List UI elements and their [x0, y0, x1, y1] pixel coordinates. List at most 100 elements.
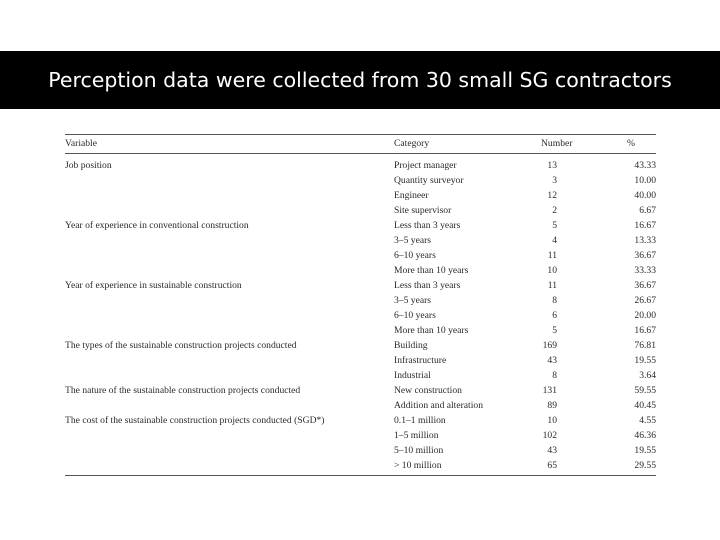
percent-cell: 20.00 [634, 310, 656, 321]
header-percent: % [627, 138, 635, 149]
percent-cell: 16.67 [634, 220, 656, 231]
number-cell: 6 [552, 310, 557, 321]
percent-cell: 36.67 [634, 280, 656, 291]
category-cell: 6–10 years [394, 310, 436, 321]
table-row: Addition and alteration 89 40.45 [65, 398, 656, 413]
percent-cell: 6.67 [639, 205, 656, 216]
percent-cell: 29.55 [634, 460, 656, 471]
number-cell: 3 [552, 175, 557, 186]
number-cell: 13 [547, 160, 557, 171]
table-row: 6–10 years 11 36.67 [65, 248, 656, 263]
table-row: Engineer 12 40.00 [65, 188, 656, 203]
table-row: The types of the sustainable constructio… [65, 338, 656, 353]
category-cell: Industrial [394, 370, 431, 381]
category-cell: Quantity surveyor [394, 175, 464, 186]
category-cell: 3–5 years [394, 295, 432, 306]
percent-cell: 19.55 [634, 355, 656, 366]
category-cell: Less than 3 years [394, 280, 461, 291]
table-row: More than 10 years 5 16.67 [65, 323, 656, 338]
table-row: 3–5 years 8 26.67 [65, 293, 656, 308]
table-bottom-rule [65, 475, 656, 476]
variable-cell: The nature of the sustainable constructi… [65, 385, 301, 396]
table-body: Job position Project manager 13 43.33 Quanti… [65, 158, 656, 473]
slide-title: Perception data were collected from 30 s… [0, 51, 720, 109]
category-cell: Addition and alteration [394, 400, 483, 411]
number-cell: 102 [542, 430, 557, 441]
table-row: 5–10 million 43 19.55 [65, 443, 656, 458]
table-header-row: Variable Category Number % [65, 137, 656, 150]
category-cell: 3–5 years [394, 235, 432, 246]
category-cell: 0.1–1 million [394, 415, 446, 426]
category-cell: 5–10 million [394, 445, 444, 456]
percent-cell: 59.55 [634, 385, 656, 396]
number-cell: 169 [542, 340, 557, 351]
category-cell: More than 10 years [394, 325, 469, 336]
variable-cell: Job position [65, 160, 112, 171]
table-header-rule [65, 153, 656, 154]
variable-cell: The cost of the sustainable construction… [65, 415, 325, 426]
percent-cell: 3.64 [639, 370, 656, 381]
category-cell: Less than 3 years [394, 220, 461, 231]
category-cell: 1–5 million [394, 430, 439, 441]
table-row: More than 10 years 10 33.33 [65, 263, 656, 278]
table-row: 3–5 years 4 13.33 [65, 233, 656, 248]
category-cell: Site supervisor [394, 205, 452, 216]
number-cell: 11 [547, 280, 557, 291]
percent-cell: 10.00 [634, 175, 656, 186]
percent-cell: 19.55 [634, 445, 656, 456]
table-row: 6–10 years 6 20.00 [65, 308, 656, 323]
percent-cell: 26.67 [634, 295, 656, 306]
number-cell: 12 [547, 190, 557, 201]
number-cell: 5 [552, 325, 557, 336]
percent-cell: 76.81 [634, 340, 656, 351]
variable-cell: Year of experience in sustainable constr… [65, 280, 242, 291]
table-row: Industrial 8 3.64 [65, 368, 656, 383]
number-cell: 43 [547, 445, 557, 456]
table-row: > 10 million 65 29.55 [65, 458, 656, 473]
percent-cell: 36.67 [634, 250, 656, 261]
percent-cell: 16.67 [634, 325, 656, 336]
percent-cell: 43.33 [634, 160, 656, 171]
category-cell: > 10 million [394, 460, 442, 471]
table-row: The nature of the sustainable constructi… [65, 383, 656, 398]
number-cell: 5 [552, 220, 557, 231]
number-cell: 131 [542, 385, 557, 396]
number-cell: 2 [552, 205, 557, 216]
number-cell: 89 [547, 400, 557, 411]
table-row: Year of experience in sustainable constr… [65, 278, 656, 293]
table-row: The cost of the sustainable construction… [65, 413, 656, 428]
header-number: Number [541, 138, 573, 149]
table-row: 1–5 million 102 46.36 [65, 428, 656, 443]
percent-cell: 33.33 [634, 265, 656, 276]
survey-table: Variable Category Number % Job position P… [65, 134, 656, 476]
category-cell: 6–10 years [394, 250, 436, 261]
variable-cell: Year of experience in conventional const… [65, 220, 249, 231]
category-cell: New construction [394, 385, 462, 396]
percent-cell: 13.33 [634, 235, 656, 246]
number-cell: 10 [547, 415, 557, 426]
category-cell: More than 10 years [394, 265, 469, 276]
category-cell: Project manager [394, 160, 457, 171]
number-cell: 4 [552, 235, 557, 246]
category-cell: Infrastructure [394, 355, 447, 366]
percent-cell: 40.45 [634, 400, 656, 411]
table-row: Quantity surveyor 3 10.00 [65, 173, 656, 188]
table-row: Job position Project manager 13 43.33 [65, 158, 656, 173]
table-row: Year of experience in conventional const… [65, 218, 656, 233]
category-cell: Engineer [394, 190, 429, 201]
number-cell: 11 [547, 250, 557, 261]
number-cell: 10 [547, 265, 557, 276]
percent-cell: 40.00 [634, 190, 656, 201]
number-cell: 65 [547, 460, 557, 471]
header-variable: Variable [65, 138, 97, 149]
number-cell: 43 [547, 355, 557, 366]
number-cell: 8 [552, 295, 557, 306]
percent-cell: 4.55 [639, 415, 656, 426]
table-row: Infrastructure 43 19.55 [65, 353, 656, 368]
header-category: Category [394, 138, 430, 149]
percent-cell: 46.36 [634, 430, 656, 441]
table-row: Site supervisor 2 6.67 [65, 203, 656, 218]
variable-cell: The types of the sustainable constructio… [65, 340, 297, 351]
category-cell: Building [394, 340, 428, 351]
number-cell: 8 [552, 370, 557, 381]
